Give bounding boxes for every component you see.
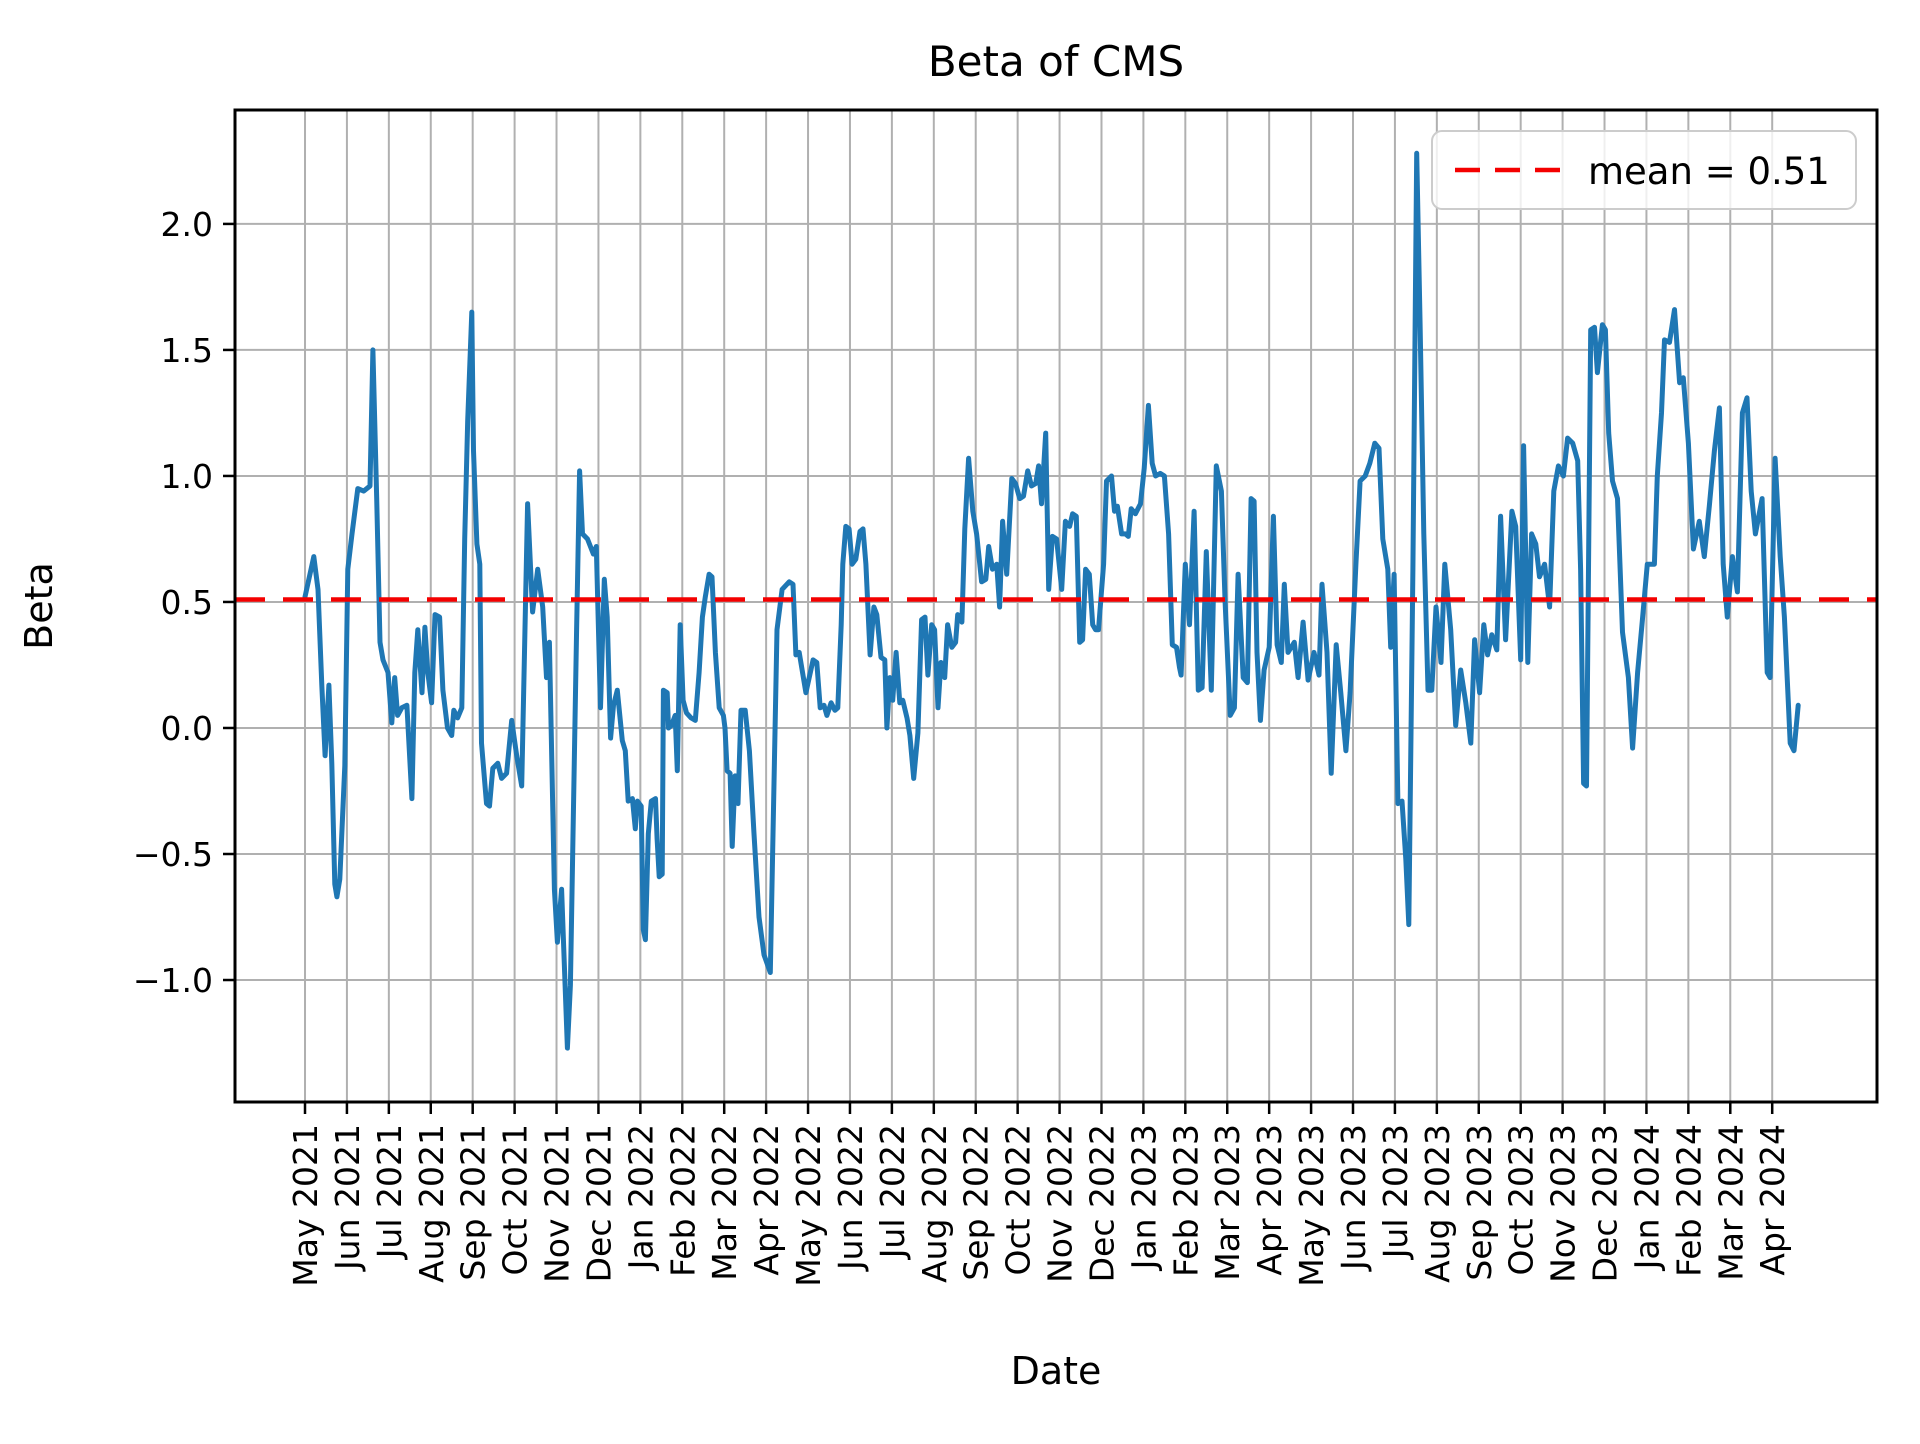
x-tick-label: Jan 2023: [1124, 1124, 1163, 1271]
x-tick-label: Apr 2024: [1753, 1124, 1792, 1276]
x-tick-label: Apr 2022: [747, 1124, 786, 1276]
x-tick-label: Nov 2022: [1041, 1124, 1080, 1283]
x-tick-label: Sep 2022: [957, 1124, 996, 1281]
x-tick-label: Dec 2022: [1082, 1124, 1121, 1282]
x-tick-labels: May 2021 Jun 2021 Jul 2021 Aug 2021 Sep 2021…: [286, 1124, 1792, 1287]
x-tick-label: Aug 2022: [915, 1124, 954, 1283]
axis-ticks: [223, 222, 1774, 1114]
y-tick-label: −0.5: [133, 835, 213, 874]
y-tick-label: 1.0: [161, 457, 213, 496]
x-tick-label: Apr 2023: [1250, 1124, 1289, 1276]
x-tick-label: May 2022: [789, 1124, 828, 1287]
y-tick-label: −1.0: [133, 961, 213, 1000]
chart-title: Beta of CMS: [928, 37, 1184, 86]
x-tick-label: Dec 2023: [1586, 1124, 1625, 1282]
x-axis-label: Date: [1011, 1349, 1102, 1393]
y-axis-label: Beta: [17, 562, 61, 650]
x-tick-label: Jun 2022: [831, 1124, 870, 1272]
x-tick-label: Nov 2023: [1544, 1124, 1583, 1283]
legend-box: mean = 0.51: [1431, 130, 1857, 210]
x-tick-label: Dec 2021: [579, 1124, 618, 1282]
x-tick-label: Jan 2024: [1627, 1124, 1666, 1271]
beta-series-line: [302, 150, 1801, 1051]
x-tick-label: Jul 2023: [1376, 1124, 1415, 1260]
x-tick-label: Mar 2022: [705, 1124, 744, 1281]
y-tick-labels: 2.0 1.5 1.0 0.5 0.0 −0.5 −1.0: [133, 205, 213, 1000]
plot-border: [233, 108, 1879, 1104]
x-tick-label: Jun 2021: [328, 1124, 367, 1272]
x-tick-label: Jul 2021: [370, 1124, 409, 1260]
x-tick-label: Jul 2022: [873, 1124, 912, 1260]
x-tick-label: Aug 2021: [412, 1124, 451, 1283]
x-tick-label: Oct 2021: [496, 1124, 535, 1276]
grid-lines: [235, 110, 1877, 1102]
x-tick-label: Nov 2021: [538, 1124, 577, 1283]
y-tick-label: 1.5: [161, 331, 213, 370]
x-tick-label: Mar 2023: [1208, 1124, 1247, 1281]
y-tick-label: 0.0: [161, 709, 213, 748]
x-tick-label: Feb 2023: [1166, 1124, 1205, 1277]
x-tick-label: Sep 2023: [1460, 1124, 1499, 1281]
x-tick-label: Feb 2024: [1669, 1124, 1708, 1277]
legend-frame: [1431, 130, 1857, 210]
y-tick-label: 0.5: [161, 583, 213, 622]
x-tick-label: Sep 2021: [454, 1124, 493, 1281]
x-tick-label: Aug 2023: [1418, 1124, 1457, 1283]
x-tick-label: May 2023: [1292, 1124, 1331, 1287]
x-tick-label: May 2021: [286, 1124, 325, 1287]
x-tick-label: Mar 2024: [1711, 1124, 1750, 1281]
x-tick-label: Feb 2022: [663, 1124, 702, 1277]
legend-mean-label: mean = 0.51: [1588, 150, 1830, 193]
x-tick-label: Jan 2022: [621, 1124, 660, 1271]
x-tick-label: Jun 2023: [1334, 1124, 1373, 1272]
x-tick-label: Oct 2022: [999, 1124, 1038, 1276]
y-tick-label: 2.0: [161, 205, 213, 244]
x-tick-label: Oct 2023: [1502, 1124, 1541, 1276]
